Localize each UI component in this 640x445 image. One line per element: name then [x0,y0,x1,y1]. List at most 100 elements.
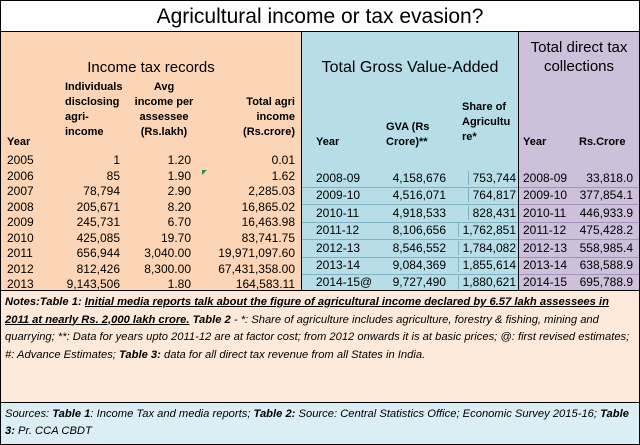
table-cell: 2011-12 [316,223,360,238]
table-cell: 3,040.00 [144,246,191,260]
panel-title-direct-tax: Total direct tax collections [530,39,628,75]
table-cell: 2.90 [167,184,191,198]
table-cell: 2009-10 [523,188,568,203]
table-cell: 16,865.02 [241,199,295,214]
gva-panel: Total Gross Value-Added Year GVA (Rs Cro… [302,32,519,310]
sources-table1-label: Table 1 [52,408,91,420]
table-row: 2009-10 377,854.1 [519,186,639,206]
table-cell: 2010-11 [523,205,567,220]
table-cell: 83,741.75 [241,230,295,245]
table-cell: 33,818.0 [586,171,633,185]
table-row: 2012 812,426 8,300.00 67,431,358.00 [1,260,301,278]
table-cell: 9,727,490 [392,275,446,290]
table-cell: 1,762,851 [457,223,516,238]
table-cell: 6.70 [167,215,191,229]
table-row: 2007 78,794 2.90 2,285.03 [1,182,301,200]
table-cell: 2013 [7,277,34,291]
table-cell: 2012 [7,261,34,276]
col-header-total-agri-income: Total agri income (Rs.crore) [243,96,295,138]
table-cell: 9,084,369 [392,258,446,272]
table-row: 2006 85 1.90 1.62 [1,167,301,185]
table-cell: 1 [113,153,120,167]
table-cell: 1.90 [167,168,191,183]
table-row: 2013 9,143,506 1.80 164,583.11 [1,275,301,293]
table-cell: 2009 [7,215,34,229]
table-row: 2013-14 638,588.9 [519,256,639,275]
table-cell: 2012-13 [316,240,361,255]
table-row: 2008 205,671 8.20 16,865.02 [1,198,301,216]
table-cell: 1.62 [271,168,295,183]
col-header-agri-share: Share of Agricultu re* [462,101,511,143]
table-cell: 19.70 [160,230,191,245]
table-row: 2011-12 475,428.2 [519,221,639,241]
table-row: 2005 1 1.20 0.01 [1,151,301,169]
income-tax-records-panel: Income tax records Year Individuals disc… [1,32,302,293]
comment-marker-icon [202,170,207,175]
table-cell: 67,431,358.00 [218,261,295,276]
table-cell: 558,985.4 [579,240,633,255]
col-header-avg-income: Avg income per assessee (Rs.lakh) [134,81,194,138]
notes-table2-label: Table 2 [192,313,231,326]
table-row: 2014-15 695,788.9 [519,273,639,293]
table-cell: 4,158,676 [392,171,446,185]
notes-table3-label: Table 3: [119,348,161,361]
col-header-individuals: Individuals disclosing agri- income [65,81,123,138]
panel-title-gva: Total Gross Value-Added [321,59,499,76]
table-cell: 764,817 [467,188,516,203]
sources-section: Sources: Table 1: Income Tax and media r… [1,402,639,444]
table-cell: 1.20 [167,153,191,167]
sources-table1: : Income Tax and media reports; [90,408,251,420]
table-cell: 2008-09 [523,171,568,185]
table-cell: 4,918,533 [392,205,446,220]
table-row: 2010 425,085 19.70 83,741.75 [1,229,301,247]
table-cell: 19,971,097.60 [218,246,295,260]
table-cell: 1.80 [167,277,191,291]
page-title: Agricultural income or tax evasion? [1,1,639,32]
col-header-year: Year [316,136,340,148]
table-cell: 2013-14 [316,258,361,272]
table-cell: 8.20 [167,199,191,214]
sources-table3-label: Table 3: [5,408,629,437]
table-row: 2010-11 4,918,533 828,431 [302,204,518,223]
table-cell: 245,731 [76,215,120,229]
sources-table2-label: Table 2: [253,408,296,420]
table-row: 2008-09 4,158,676 753,744 [302,169,518,188]
table-cell: 2013-14 [523,258,568,272]
table-row: 2012-13 8,546,552 1,784,082 [302,239,518,258]
table-cell: 1,880,621 [457,275,516,290]
table-cell: 4,516,071 [392,188,446,203]
table-cell: 753,744 [467,171,516,185]
table-cell: 2010-11 [316,205,360,220]
table-cell: 446,933.9 [579,205,633,220]
table-cell: 8,106,656 [392,223,446,238]
table-row: 2009-10 4,516,071 764,817 [302,186,518,206]
notes-section: Notes:Table 1: Initial media reports tal… [1,290,639,402]
table-cell: 8,300.00 [144,261,191,276]
table-cell: 377,854.1 [579,188,633,203]
table-row: 2013-14 9,084,369 1,855,614 [302,256,518,275]
table-cell: 8,546,552 [392,240,446,255]
table-cell: 2008-09 [316,171,361,185]
table-cell: 2012-13 [523,240,568,255]
direct-tax-panel: Total direct tax collections Year Rs.Cro… [519,32,639,293]
col-header-rs-crore: Rs.Crore [579,136,626,148]
table-row: 2010-11 446,933.9 [519,204,639,223]
table-cell: 812,426 [76,261,120,276]
table-cell: 1,784,082 [457,240,516,255]
table-cell: 656,944 [76,246,120,260]
table-cell: 2008 [7,199,34,214]
notes-lead: Notes:Table 1: [5,296,82,308]
table-cell: 164,583.11 [235,277,295,291]
col-header-gva: GVA (Rs Crore)** [386,121,430,148]
table-cell: 78,794 [83,184,120,198]
table-cell: 2010 [7,230,34,245]
table-cell: 2014-15@ [316,275,373,290]
col-header-year: Year [523,136,547,148]
notes-table1: Initial media reports talk about the fig… [5,296,609,326]
notes-table2: - *: Share of agriculture includes agric… [5,313,630,361]
table-cell: 425,085 [76,230,120,245]
col-header-year: Year [7,136,31,148]
table-cell: 2009-10 [316,188,361,203]
table-cell: 2,285.03 [248,184,295,198]
